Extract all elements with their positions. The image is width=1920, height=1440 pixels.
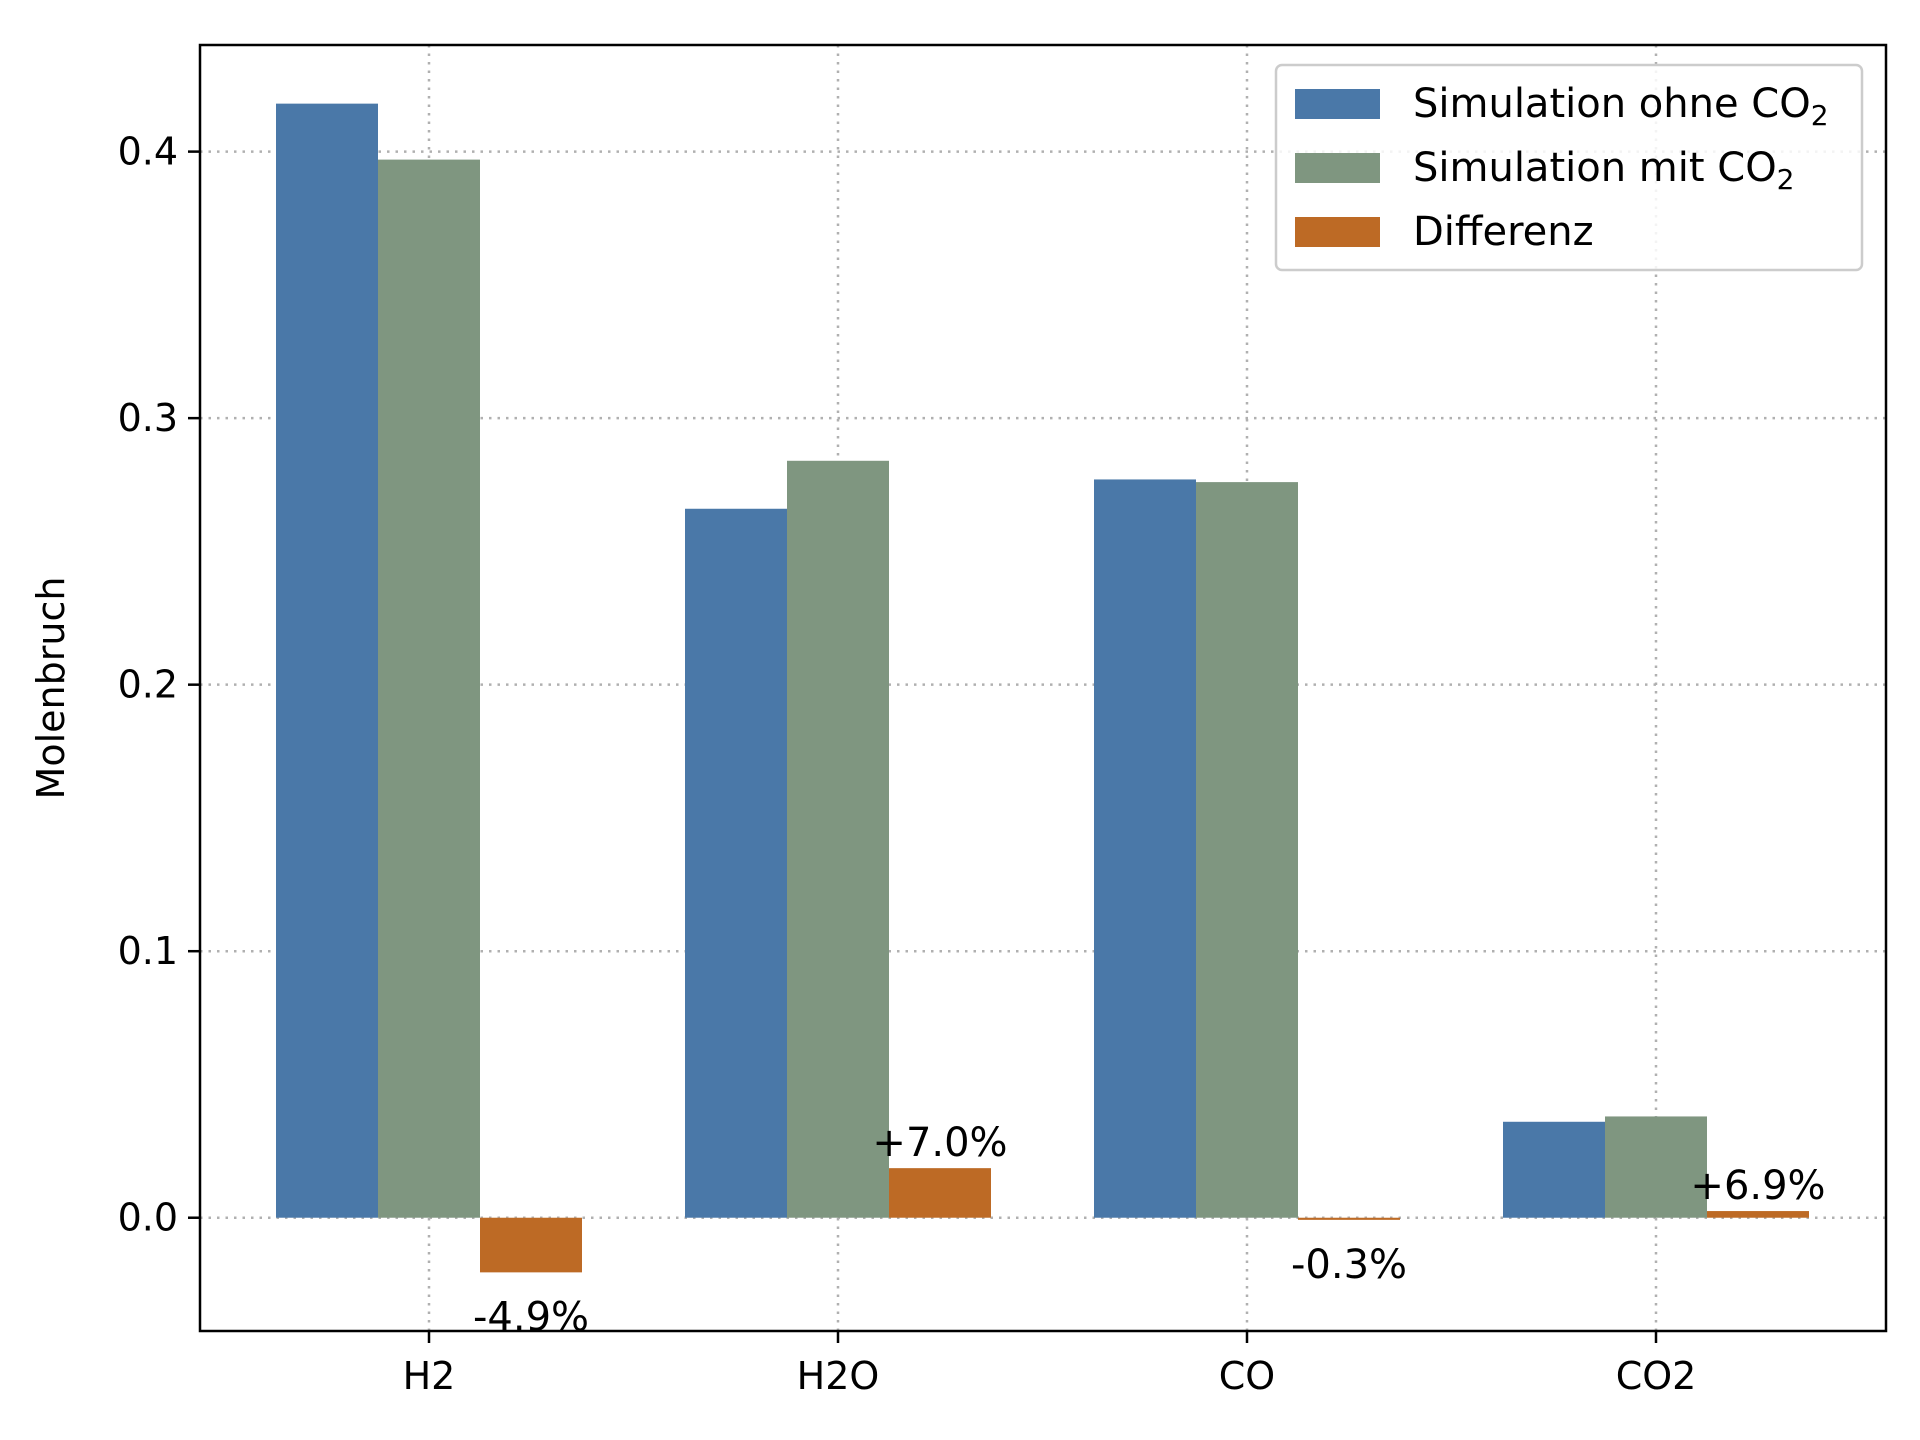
y-axis-label: Molenbruch (29, 577, 73, 800)
bar-co-series-3 (1298, 1217, 1400, 1220)
x-tick-label: CO2 (1616, 1354, 1697, 1398)
data-label-co: -0.3% (1291, 1242, 1407, 1288)
bar-co2-series-1 (1503, 1121, 1605, 1218)
bar-co2-series-2 (1605, 1116, 1707, 1218)
bar-h2o-series-3 (889, 1168, 991, 1218)
legend-swatch-3 (1295, 217, 1380, 247)
bars (276, 103, 1809, 1273)
y-tick-label: 0.2 (118, 663, 178, 707)
legend-label-2: Simulation mit CO2 (1413, 145, 1795, 196)
legend-label-3: Differenz (1413, 209, 1594, 255)
bar-h2-series-3 (480, 1217, 582, 1273)
y-tick-label: 0.1 (118, 929, 178, 973)
y-tick-label: 0.0 (118, 1196, 178, 1240)
x-tick-label: H2O (797, 1354, 880, 1398)
x-tick-label: CO (1219, 1354, 1275, 1398)
data-label-h2: -4.9% (473, 1294, 589, 1340)
y-tick-label: 0.4 (118, 130, 178, 174)
plot-frame (198, 43, 1888, 1333)
legend-swatch-1 (1295, 89, 1380, 119)
legend: Simulation ohne CO2 Simulation mit CO2 Dif… (1274, 63, 1864, 272)
bar-h2-series-2 (378, 159, 480, 1218)
data-label-h2o: +7.0% (872, 1120, 1007, 1166)
legend-label-1: Simulation ohne CO2 (1413, 81, 1829, 132)
legend-swatch-2 (1295, 153, 1380, 183)
x-tick-label: H2 (403, 1354, 456, 1398)
bar-h2o-series-2 (787, 460, 889, 1218)
data-label-co2: +6.9% (1690, 1163, 1825, 1209)
y-tick-label: 0.3 (118, 396, 178, 440)
bar-co-series-2 (1196, 482, 1298, 1218)
legend-box (1274, 63, 1864, 272)
bar-co2-series-3 (1707, 1211, 1809, 1218)
bar-h2o-series-1 (685, 508, 787, 1218)
data-labels: -4.9% +7.0% -0.3% +6.9% (473, 1120, 1826, 1340)
bar-co-series-1 (1094, 479, 1196, 1218)
axis-ticks: 0.0 0.1 0.2 0.3 0.4 H2 H2O CO CO2 (118, 130, 1697, 1398)
bar-h2-series-1 (276, 103, 378, 1218)
